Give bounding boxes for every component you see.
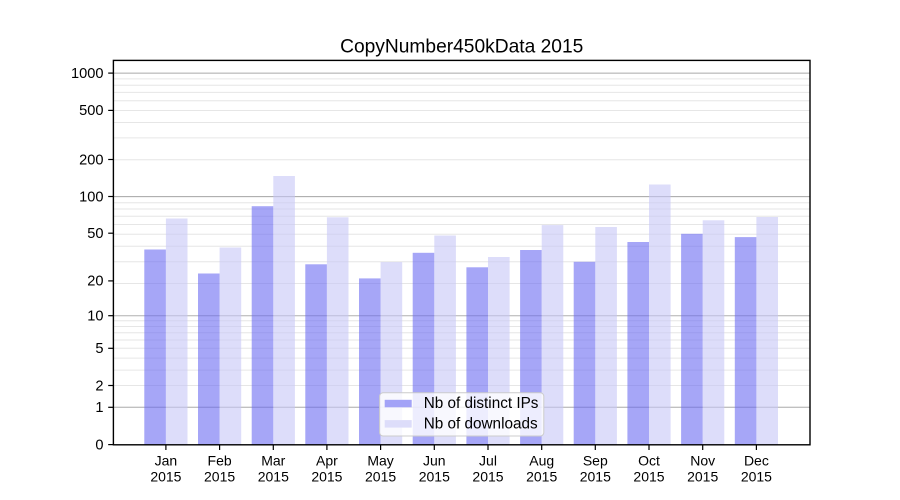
svg-text:2015: 2015 — [419, 468, 450, 484]
svg-text:Oct: Oct — [638, 453, 660, 469]
svg-text:Jul: Jul — [479, 453, 497, 469]
svg-text:Jun: Jun — [423, 453, 446, 469]
svg-text:2015: 2015 — [311, 468, 342, 484]
svg-text:2015: 2015 — [258, 468, 289, 484]
svg-text:2015: 2015 — [687, 468, 718, 484]
svg-text:1: 1 — [95, 400, 103, 416]
svg-text:Aug: Aug — [529, 453, 554, 469]
svg-text:May: May — [367, 453, 393, 469]
svg-text:Nov: Nov — [690, 453, 715, 469]
svg-text:500: 500 — [79, 103, 103, 119]
svg-text:Nb of distinct IPs: Nb of distinct IPs — [424, 395, 539, 412]
svg-text:Sep: Sep — [583, 453, 608, 469]
svg-text:10: 10 — [87, 309, 103, 325]
svg-text:2015: 2015 — [365, 468, 396, 484]
svg-text:CopyNumber450kData 2015: CopyNumber450kData 2015 — [340, 37, 583, 58]
svg-text:Dec: Dec — [744, 453, 769, 469]
svg-text:20: 20 — [87, 274, 103, 290]
svg-text:1000: 1000 — [71, 66, 103, 82]
svg-text:2015: 2015 — [472, 468, 503, 484]
svg-text:5: 5 — [95, 341, 103, 357]
svg-text:200: 200 — [79, 152, 103, 168]
svg-text:Mar: Mar — [261, 453, 285, 469]
svg-text:50: 50 — [87, 226, 103, 242]
svg-text:2015: 2015 — [204, 468, 235, 484]
svg-text:100: 100 — [79, 189, 103, 205]
svg-text:2: 2 — [95, 378, 103, 394]
svg-text:2015: 2015 — [526, 468, 557, 484]
svg-text:2015: 2015 — [150, 468, 181, 484]
svg-text:Feb: Feb — [208, 453, 232, 469]
svg-text:0: 0 — [95, 437, 103, 453]
svg-text:2015: 2015 — [741, 468, 772, 484]
svg-text:Apr: Apr — [316, 453, 338, 469]
svg-text:Nb of downloads: Nb of downloads — [424, 416, 538, 433]
svg-text:2015: 2015 — [633, 468, 664, 484]
svg-text:Jan: Jan — [155, 453, 178, 469]
svg-text:2015: 2015 — [580, 468, 611, 484]
